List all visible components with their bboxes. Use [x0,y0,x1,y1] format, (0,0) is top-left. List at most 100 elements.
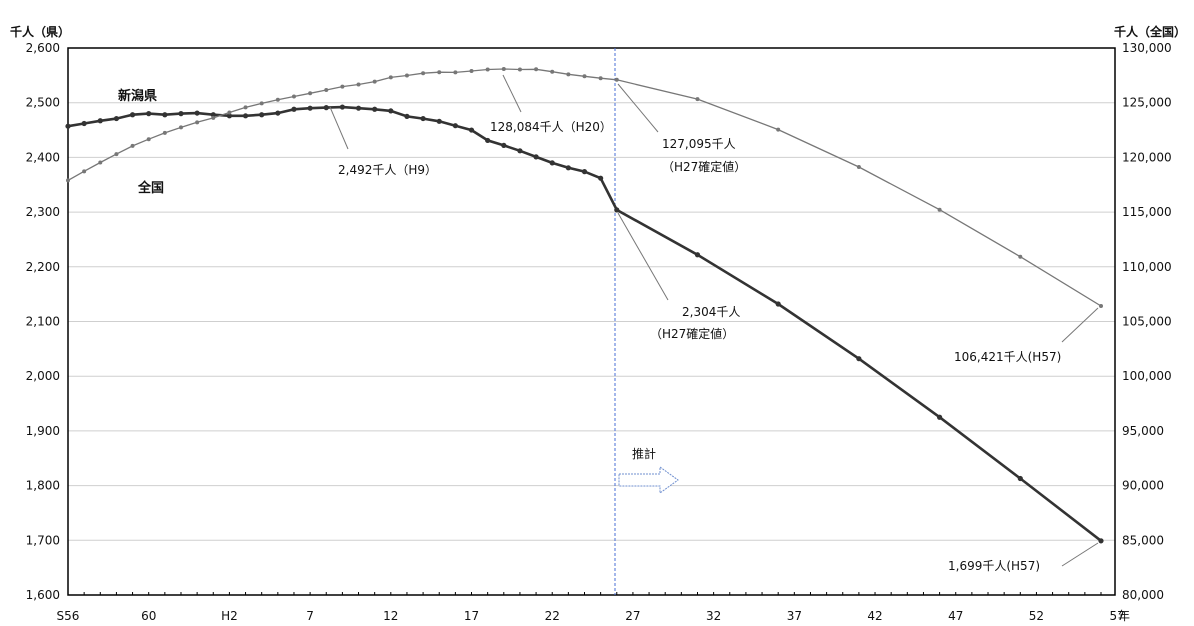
data-point-niigata [694,252,701,258]
legend-zenkoku: 全国 [137,180,164,196]
data-point-national [614,77,619,82]
left-tick-label: 1,900 [26,424,60,438]
data-point-niigata [936,414,943,420]
left-axis-unit: 千人（県） [10,24,70,39]
data-point-niigata [1017,475,1023,482]
left-tick-label: 2,400 [26,150,60,164]
series-layer [65,66,1104,544]
annotation-h20: 128,084千人（H20） [490,120,612,134]
data-point-national [517,67,522,72]
data-point-national [291,94,296,99]
data-point-national [566,72,571,77]
gridlines [68,102,1115,541]
series-line-national [67,68,1102,307]
x-tick-label: 27 [625,609,640,623]
annotation-niigata-h27: 2,304千人 [682,305,740,319]
data-point-national [66,178,70,183]
data-point-national [195,120,200,125]
data-point-niigata [275,110,281,116]
data-point-national [308,91,313,96]
x-tick-label: 52 [1029,609,1044,623]
data-point-niigata [194,110,200,116]
data-point-national [534,67,539,72]
data-point-national [598,76,603,81]
data-point-national [146,137,151,142]
right-tick-label: 125,000 [1122,96,1172,110]
data-point-niigata [388,108,394,114]
data-point-niigata [533,154,539,160]
data-point-national [372,79,377,84]
data-point-niigata [565,165,571,171]
data-point-national [937,207,942,212]
x-tick-label: S56 [57,609,80,623]
x-tick-label: 37 [787,609,802,623]
left-tick-label: 2,200 [26,260,60,274]
data-point-national [469,68,474,73]
x-tick-label: 7 [306,609,314,623]
data-point-national [259,101,264,106]
data-point-national [275,97,280,102]
data-point-niigata [1098,538,1104,544]
data-point-niigata [146,111,152,117]
legend-niigata: 新潟県 [118,88,157,104]
right-axis-ticks: 80,000 85,000 90,000 95,000 100,000 105,000 11… [1122,41,1172,602]
right-tick-label: 105,000 [1122,315,1172,329]
data-point-national [340,84,345,89]
data-point-niigata [581,169,588,175]
leader-line-h20 [502,74,522,113]
data-point-national [776,127,781,132]
left-tick-label: 2,100 [26,315,60,329]
data-point-national [356,82,361,87]
x-tick-label: 57 [1110,609,1125,623]
left-tick-label: 1,600 [26,588,60,602]
data-point-niigata [97,118,103,124]
data-point-national [1099,303,1103,308]
data-point-national [227,110,232,115]
left-axis-ticks: 1,600 1,700 1,800 1,900 2,000 2,100 2,200 2,300… [26,41,60,602]
data-point-national [178,125,183,130]
right-tick-label: 115,000 [1122,205,1172,219]
data-point-niigata [339,104,345,110]
projection-label: 推計 [632,446,656,461]
annotation-national-h57: 106,421千人(H57) [954,350,1061,364]
projection-arrow [618,466,679,494]
right-tick-label: 85,000 [1122,533,1164,547]
annotation-niigata-h27-note: （H27確定値） [650,326,734,341]
right-tick-label: 100,000 [1122,369,1172,383]
data-point-niigata [404,113,410,119]
data-point-national [82,169,87,174]
data-point-niigata [501,142,507,148]
annotation-national-h27-note: （H27確定値） [662,159,746,174]
data-point-niigata [614,207,620,213]
data-point-national [856,164,861,169]
right-axis-unit: 千人（全国） [1114,24,1186,39]
right-tick-label: 120,000 [1122,150,1172,164]
data-point-national [437,70,442,75]
data-point-niigata [113,115,120,122]
data-point-national [550,69,555,74]
data-point-national [453,70,458,75]
x-tick-label: H2 [221,609,238,623]
data-point-niigata [178,111,184,117]
right-tick-label: 95,000 [1122,424,1164,438]
data-point-niigata [517,148,523,154]
x-tick-label: 12 [383,609,398,623]
data-point-niigata [226,113,233,119]
x-tick-label: 32 [706,609,721,623]
x-tick-label: 22 [545,609,560,623]
data-point-niigata [436,118,442,124]
data-point-niigata [65,123,71,129]
data-point-national [98,160,103,165]
left-tick-label: 1,800 [26,479,60,493]
data-point-national [114,152,119,157]
data-point-niigata [549,160,555,166]
data-point-national [243,105,248,110]
x-tick-label: 17 [464,609,479,623]
data-point-niigata [856,356,862,362]
x-tick-label: 47 [948,609,963,623]
data-point-national [485,67,490,72]
data-point-niigata [259,112,265,118]
data-point-niigata [485,137,491,144]
right-tick-label: 110,000 [1122,260,1172,274]
data-point-niigata [452,123,458,129]
